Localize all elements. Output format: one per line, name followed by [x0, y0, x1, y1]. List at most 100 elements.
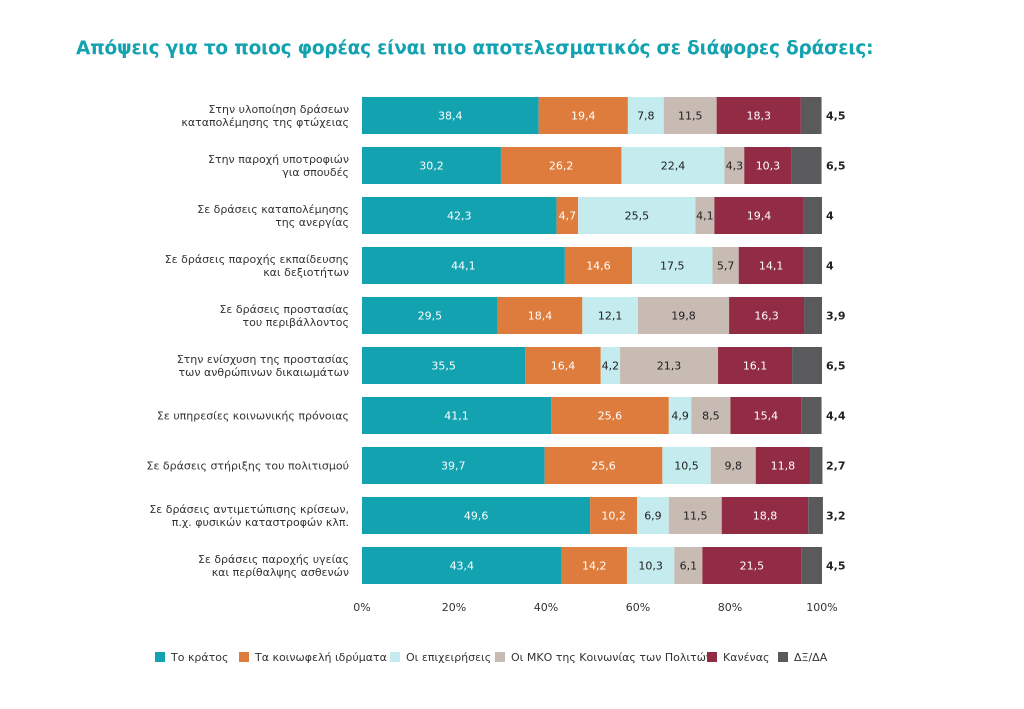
data-label: 18,8	[753, 510, 778, 523]
data-label: 49,6	[464, 510, 489, 523]
bar-segment	[792, 347, 822, 384]
data-label: 12,1	[598, 310, 623, 323]
bar-segment	[626, 547, 675, 584]
data-label: 39,7	[441, 460, 466, 473]
data-label: 14,6	[586, 260, 611, 273]
data-label: 2,7	[826, 460, 846, 473]
data-label: 4	[826, 260, 834, 273]
bar-segment	[362, 447, 545, 484]
legend-label: Οι ΜΚΟ της Κοινωνίας των Πολιτών	[511, 651, 712, 664]
category-label: Σε δράσεις παροχής εκπαίδευσης	[165, 253, 349, 266]
legend-label: Τα κοινωφελή ιδρύματα	[254, 651, 387, 664]
legend-swatch	[495, 652, 505, 662]
data-label: 4,4	[826, 410, 846, 423]
x-tick-label: 60%	[626, 601, 650, 614]
bar-segment	[627, 97, 664, 134]
bar-segment	[755, 447, 811, 484]
category-label: και δεξιοτήτων	[263, 266, 349, 279]
bar-segment	[702, 547, 802, 584]
data-label: 14,1	[759, 260, 784, 273]
bar-segment	[804, 297, 822, 334]
data-label: 10,3	[756, 160, 781, 173]
category-label: Στην ενίσχυση της προστασίας	[177, 353, 349, 366]
data-label: 10,3	[638, 560, 663, 573]
bar-segment	[561, 547, 627, 584]
bar-segment	[638, 297, 730, 334]
bar-segment	[801, 547, 822, 584]
data-label: 25,5	[625, 210, 650, 223]
data-label: 11,8	[771, 460, 796, 473]
bar-segment	[729, 297, 805, 334]
bar-segment	[800, 97, 822, 134]
bar-segment	[362, 497, 591, 534]
data-label: 19,4	[747, 210, 772, 223]
data-label: 30,2	[419, 160, 444, 173]
data-label: 4	[826, 210, 834, 223]
data-label: 21,5	[740, 560, 765, 573]
data-label: 19,8	[671, 310, 696, 323]
bar-segment	[724, 147, 745, 184]
category-label: για σπουδές	[282, 166, 349, 179]
bar-segment	[674, 547, 703, 584]
data-label: 3,9	[826, 310, 846, 323]
category-label: Στην υλοποίηση δράσεων	[208, 103, 349, 116]
legend-label: Το κράτος	[170, 651, 228, 664]
category-label: π.χ. φυσικών καταστροφών κλπ.	[172, 516, 349, 529]
category-label: των ανθρώπινων δικαιωμάτων	[179, 366, 349, 379]
legend-swatch	[390, 652, 400, 662]
bar-segment	[525, 347, 601, 384]
bar-segment	[803, 247, 822, 284]
data-label: 16,4	[551, 360, 576, 373]
bar-segment	[362, 147, 501, 184]
data-label: 41,1	[444, 410, 469, 423]
bar-segment	[538, 97, 628, 134]
data-label: 17,5	[660, 260, 685, 273]
data-label: 11,5	[678, 110, 703, 123]
data-label: 25,6	[598, 410, 623, 423]
category-label: Σε δράσεις παροχής υγείας	[198, 553, 349, 566]
bar-segment	[738, 247, 804, 284]
legend-swatch	[778, 652, 788, 662]
data-label: 26,2	[549, 160, 574, 173]
data-label: 4,5	[826, 560, 846, 573]
bar-segment	[578, 197, 696, 234]
bar-segment	[551, 397, 669, 434]
data-label: 22,4	[661, 160, 686, 173]
data-label: 14,2	[582, 560, 607, 573]
bar-segment	[712, 247, 739, 284]
legend-label: Οι επιχειρήσεις	[406, 651, 491, 664]
bar-segment	[714, 197, 804, 234]
bar-segment	[791, 147, 822, 184]
category-label: Σε δράσεις στήριξης του πολιτισμού	[147, 460, 350, 473]
category-label: Σε δράσεις αντιμετώπισης κρίσεων,	[149, 503, 349, 516]
x-tick-label: 100%	[806, 601, 837, 614]
data-label: 4,3	[726, 160, 744, 173]
category-label: Σε υπηρεσίες κοινωνικής πρόνοιας	[157, 410, 349, 423]
data-label: 10,5	[674, 460, 699, 473]
data-label: 18,3	[747, 110, 772, 123]
data-label: 4,5	[826, 110, 846, 123]
x-tick-label: 40%	[534, 601, 558, 614]
bar-segment	[362, 397, 552, 434]
data-label: 21,3	[657, 360, 682, 373]
data-label: 16,3	[754, 310, 779, 323]
data-label: 6,1	[680, 560, 698, 573]
x-tick-label: 0%	[353, 601, 370, 614]
bar-segment	[710, 447, 756, 484]
bar-segment	[718, 347, 793, 384]
data-label: 19,4	[571, 110, 596, 123]
bar-segment	[590, 497, 638, 534]
data-label: 4,1	[696, 210, 714, 223]
bar-segment	[803, 197, 822, 234]
bar-segment	[362, 197, 557, 234]
bar-segment	[497, 297, 583, 334]
legend-label: ΔΞ/ΔΑ	[794, 651, 828, 664]
chart-title: Απόψεις για το ποιος φορέας είναι πιο απ…	[76, 38, 874, 59]
legend: Το κράτος Τα κοινωφελή ιδρύματα Οι επιχειρ…	[155, 651, 828, 664]
bar-segment	[582, 297, 638, 334]
category-label: της ανεργίας	[275, 216, 349, 229]
bar-segment	[744, 147, 792, 184]
bar-segment	[544, 447, 663, 484]
bar-segment	[362, 547, 562, 584]
